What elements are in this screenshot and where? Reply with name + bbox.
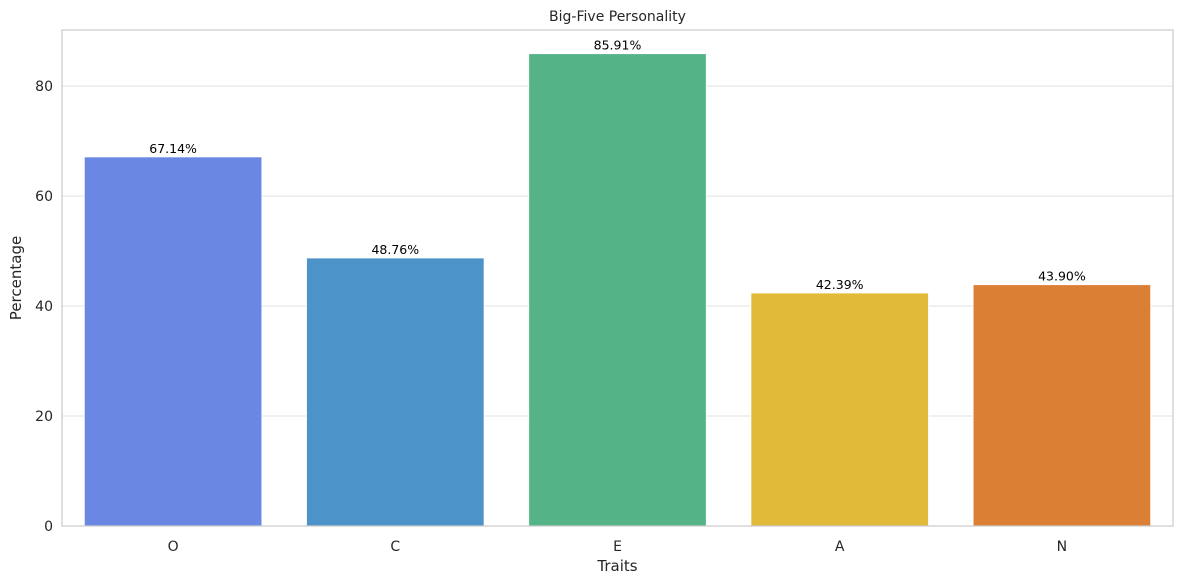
data-labels: 67.14% 48.76% 85.91% 42.39% 43.90%: [149, 38, 1086, 292]
y-axis-label: Percentage: [7, 236, 25, 320]
y-tick-label: 40: [35, 299, 53, 315]
x-tick-label-a: A: [835, 539, 845, 555]
x-axis-label: Traits: [596, 557, 637, 575]
x-tick-label-c: C: [390, 539, 400, 555]
y-tick-label: 60: [35, 189, 53, 205]
x-tick-label-e: E: [613, 539, 622, 555]
data-label-e: 85.91%: [594, 38, 642, 53]
bar-c: [305, 257, 485, 527]
plot-frame: [61, 29, 1174, 527]
bars: [83, 53, 1152, 527]
data-label-a: 42.39%: [816, 277, 864, 292]
x-tick-label-o: O: [168, 539, 179, 555]
y-tick-label: 80: [35, 79, 53, 95]
x-tick-label-n: N: [1057, 539, 1067, 555]
chart-title: Big-Five Personality: [549, 9, 686, 25]
y-tick-label: 20: [35, 409, 53, 425]
axis-ticks: 0 20 40 60 80 O C E A N: [35, 79, 1067, 555]
bar-n: [972, 284, 1152, 527]
data-label-n: 43.90%: [1038, 269, 1086, 284]
y-tick-label: 0: [44, 519, 53, 535]
bar-e: [528, 53, 707, 527]
data-label-c: 48.76%: [371, 242, 419, 257]
data-label-o: 67.14%: [149, 141, 197, 156]
bar-o: [83, 156, 263, 527]
bar-a: [750, 292, 930, 527]
